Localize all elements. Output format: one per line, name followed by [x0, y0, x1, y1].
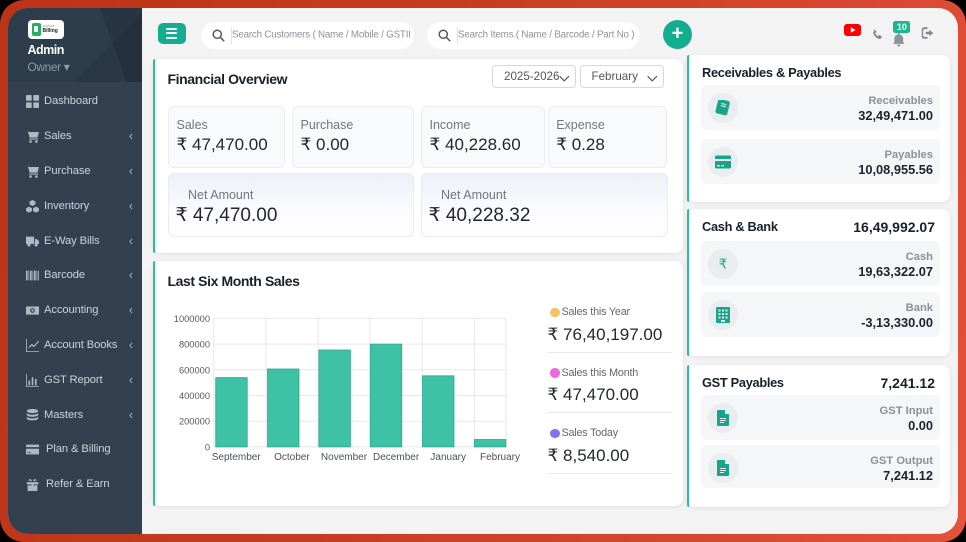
svg-text:800000: 800000 — [178, 339, 209, 349]
svg-text:0: 0 — [204, 442, 209, 452]
svg-text:1000000: 1000000 — [173, 313, 209, 323]
svg-text:January: January — [430, 452, 466, 463]
svg-text:November: November — [320, 452, 367, 463]
svg-text:600000: 600000 — [178, 365, 209, 375]
svg-text:December: December — [373, 452, 420, 463]
svg-text:February: February — [479, 452, 519, 463]
svg-text:October: October — [274, 452, 310, 463]
svg-text:₹: ₹ — [719, 257, 728, 272]
svg-text:September: September — [211, 452, 261, 463]
svg-text:400000: 400000 — [178, 391, 209, 401]
svg-text:200000: 200000 — [178, 416, 209, 426]
